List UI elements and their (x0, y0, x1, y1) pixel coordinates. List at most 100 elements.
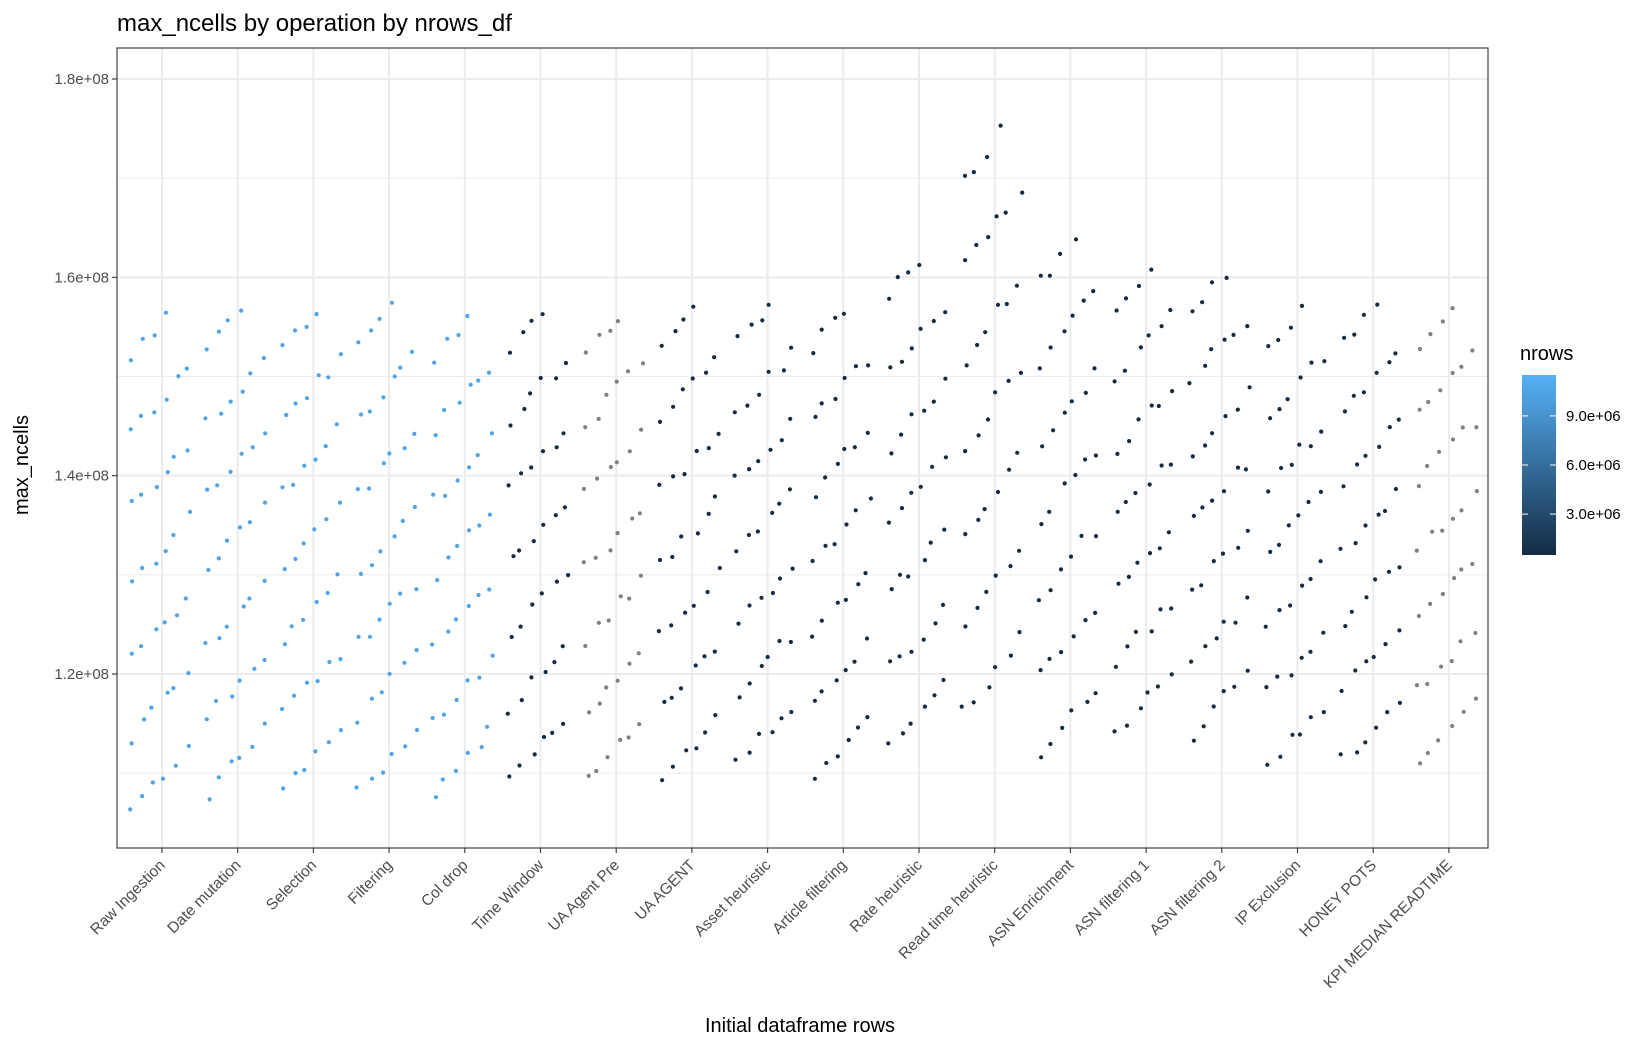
data-point (636, 651, 641, 656)
data-point (866, 363, 871, 368)
y-tick-label: 1.8e+08 (54, 71, 109, 88)
data-point (895, 275, 900, 280)
data-point (975, 605, 980, 611)
data-point (1200, 300, 1205, 305)
data-point (660, 778, 665, 783)
data-point (142, 717, 147, 722)
data-point (206, 567, 211, 573)
data-point (971, 170, 977, 175)
x-axis-title: Initial dataframe rows (705, 1015, 895, 1037)
data-point (670, 764, 676, 769)
data-point (152, 333, 157, 338)
data-point (630, 516, 635, 521)
data-point (1277, 407, 1282, 412)
data-point (787, 487, 793, 492)
data-point (517, 763, 522, 768)
data-point (819, 327, 824, 332)
data-point (586, 773, 591, 778)
data-point (1073, 472, 1078, 478)
data-point (627, 449, 632, 454)
data-point (1397, 628, 1402, 633)
data-point (532, 752, 537, 757)
data-point (187, 509, 193, 514)
data-point (315, 679, 320, 684)
data-point (1276, 542, 1282, 548)
data-point (313, 457, 318, 462)
data-point (1247, 385, 1252, 390)
data-point (239, 308, 244, 313)
data-point (788, 639, 794, 645)
data-point (216, 556, 221, 561)
data-point (262, 578, 267, 584)
data-point (1138, 706, 1143, 711)
data-point (1450, 516, 1455, 521)
data-point (931, 318, 936, 324)
data-point (152, 410, 157, 415)
data-point (356, 634, 361, 639)
data-point (638, 573, 644, 578)
data-point (540, 312, 545, 317)
data-point (316, 373, 321, 378)
data-point (1233, 620, 1238, 625)
data-point (1039, 522, 1044, 527)
data-point (921, 637, 926, 642)
data-point (293, 556, 298, 562)
data-point (959, 704, 964, 709)
data-point (164, 397, 169, 402)
data-point (1231, 332, 1236, 337)
data-point (1123, 296, 1129, 301)
data-point (746, 532, 752, 538)
data-point (323, 444, 328, 449)
data-point (899, 506, 905, 511)
data-point (563, 360, 569, 366)
data-point (922, 704, 928, 709)
data-point (1127, 439, 1132, 444)
data-point (1189, 659, 1194, 664)
data-point (1308, 715, 1313, 720)
data-point (1048, 588, 1053, 593)
data-point (539, 591, 544, 596)
data-point (747, 467, 752, 472)
data-point (1387, 425, 1392, 430)
data-point (678, 686, 684, 691)
data-point (843, 668, 848, 673)
data-point (165, 690, 170, 695)
data-point (835, 600, 840, 605)
data-point (1135, 560, 1140, 565)
data-point (487, 587, 492, 592)
data-point (583, 643, 588, 649)
data-point (922, 408, 927, 413)
data-point (1224, 275, 1229, 280)
data-point (171, 532, 176, 538)
data-point (1289, 462, 1294, 467)
data-point (367, 634, 373, 639)
data-point (139, 492, 144, 497)
data-point (467, 465, 472, 470)
data-point (868, 496, 874, 501)
chart-title: max_ncells by operation by nrows_df (117, 10, 512, 37)
data-point (1006, 378, 1011, 383)
data-point (1112, 729, 1117, 734)
data-point (637, 511, 643, 516)
data-point (1138, 345, 1143, 350)
data-point (477, 523, 482, 528)
data-point (1349, 609, 1354, 614)
data-point (671, 474, 676, 479)
data-point (812, 698, 818, 703)
data-point (595, 476, 600, 481)
data-point (1201, 724, 1206, 729)
data-point (1116, 581, 1121, 586)
data-point (261, 355, 266, 361)
data-point (863, 571, 868, 576)
data-point (1290, 732, 1295, 737)
data-point (1203, 443, 1208, 448)
data-point (507, 350, 513, 355)
data-point (1382, 508, 1388, 514)
data-point (216, 329, 221, 334)
data-point (1474, 425, 1479, 430)
data-point (759, 595, 764, 600)
data-point (1386, 569, 1392, 574)
data-point (1069, 708, 1074, 713)
data-point (747, 750, 752, 755)
data-point (889, 587, 894, 592)
